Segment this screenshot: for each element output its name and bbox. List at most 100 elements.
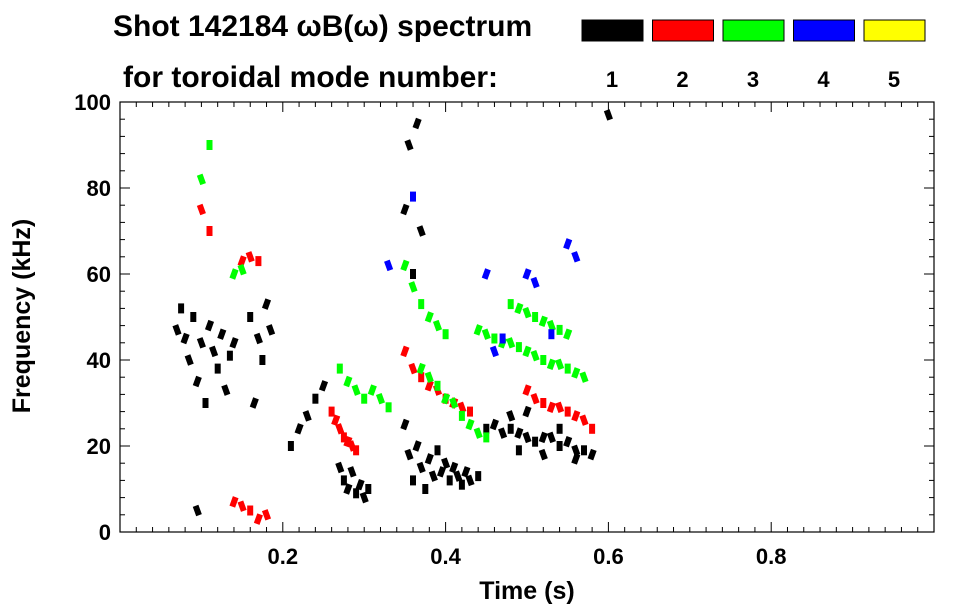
mode-3-point xyxy=(532,312,539,322)
mode-1-point xyxy=(465,474,475,487)
mode-1-point xyxy=(416,461,426,474)
mode-3-point xyxy=(424,371,434,383)
mode-2-point xyxy=(340,432,347,443)
mode-3-point xyxy=(564,363,571,374)
mode-3-point xyxy=(563,328,573,340)
mode-2-point xyxy=(331,414,341,426)
mode-1-point xyxy=(538,448,548,461)
mode-1-point xyxy=(400,203,410,216)
mode-1-point xyxy=(302,410,312,422)
mode-2-point xyxy=(418,372,425,383)
mode-2-point xyxy=(237,500,247,512)
legend-label-mode-2: 2 xyxy=(676,67,688,92)
mode-3-point xyxy=(434,380,441,391)
mode-3-point xyxy=(418,299,425,310)
mode-1-point xyxy=(587,448,597,461)
mode-2-point xyxy=(467,406,473,417)
y-tick-label: 60 xyxy=(87,262,111,287)
mode-3-point xyxy=(514,302,524,315)
mode-2-point xyxy=(589,423,596,434)
mode-1-point xyxy=(506,410,516,422)
mode-3-point xyxy=(237,263,247,276)
mode-1-point xyxy=(259,355,266,365)
mode-3-point xyxy=(579,371,589,383)
mode-3-point xyxy=(546,358,556,371)
y-tick-label: 40 xyxy=(87,348,111,373)
mode-4-point xyxy=(548,329,555,340)
mode-2-point xyxy=(328,406,335,417)
mode-1-point xyxy=(449,461,459,474)
mode-3-point xyxy=(458,410,465,421)
mode-1-point xyxy=(412,440,422,452)
mode-3-point xyxy=(481,328,491,340)
mode-1-point xyxy=(446,475,453,486)
y-axis-label: Frequency (kHz) xyxy=(8,219,36,413)
legend-swatch-mode-2 xyxy=(652,19,714,42)
mode-2-point xyxy=(253,513,263,525)
mode-1-point xyxy=(458,479,465,490)
mode-1-point xyxy=(249,397,259,409)
mode-3-point xyxy=(540,355,547,365)
mode-1-point xyxy=(515,445,522,456)
mode-1-point xyxy=(434,445,441,456)
mode-1-point xyxy=(571,453,581,465)
mode-3-point xyxy=(442,329,449,340)
mode-1-point xyxy=(172,324,182,336)
mode-1-point xyxy=(416,225,426,237)
title-line-1: Shot 142184 ωB(ω) spectrum xyxy=(113,10,532,43)
mode-4-point xyxy=(563,238,573,250)
mode-2-point xyxy=(237,255,247,267)
mode-4-point xyxy=(481,268,491,280)
mode-3-point xyxy=(465,418,475,431)
legend-swatch-mode-5 xyxy=(863,19,926,42)
mode-1-point xyxy=(190,312,197,322)
legend: 1 2 3 4 5 xyxy=(581,19,926,92)
mode-2-point xyxy=(247,505,254,516)
mode-1-point xyxy=(441,457,451,469)
mode-1-point xyxy=(287,441,294,451)
y-tick-label: 100 xyxy=(74,90,111,115)
x-tick-label: 0.6 xyxy=(593,544,624,569)
mode-2-point xyxy=(457,401,467,414)
mode-1-point xyxy=(507,423,514,434)
y-tick-label: 20 xyxy=(87,434,111,459)
mode-4-point xyxy=(571,251,581,263)
mode-3-point xyxy=(491,333,498,344)
legend-label-mode-1: 1 xyxy=(606,67,618,92)
mode-2-point xyxy=(245,251,255,263)
mode-2-point xyxy=(546,401,556,414)
mode-1-point xyxy=(556,441,563,451)
mode-3-point xyxy=(555,358,565,371)
mode-1-point xyxy=(318,380,329,392)
mode-3-point xyxy=(424,311,434,323)
mode-3-point xyxy=(196,173,206,186)
mode-2-point xyxy=(206,226,213,236)
mode-3-point xyxy=(351,384,361,396)
mode-1-point xyxy=(209,345,219,358)
mode-2-point xyxy=(229,496,239,508)
mode-1-point xyxy=(343,483,353,495)
mode-3-point xyxy=(556,324,563,335)
mode-4-point xyxy=(530,276,540,289)
mode-1-point xyxy=(556,423,563,434)
mode-1-point xyxy=(422,484,429,494)
mode-3-point xyxy=(473,324,483,336)
spectrum-data xyxy=(172,109,613,525)
mode-3-point xyxy=(530,349,540,362)
mode-4-point xyxy=(499,333,506,344)
mode-4-point xyxy=(384,259,394,272)
mode-2-point xyxy=(571,410,581,422)
mode-1-point xyxy=(581,445,587,456)
mode-3-point xyxy=(336,363,343,374)
mode-2-point xyxy=(522,384,532,396)
mode-1-point xyxy=(532,436,539,447)
mode-1-point xyxy=(359,491,369,504)
mode-1-point xyxy=(410,269,416,279)
mode-2-point xyxy=(400,345,410,358)
mode-1-point xyxy=(404,139,414,151)
legend-label-mode-3: 3 xyxy=(747,67,759,92)
mode-1-point xyxy=(571,444,581,457)
mode-3-point xyxy=(483,432,490,443)
chart-title: Shot 142184 ωB(ω) spectrum for toroidal … xyxy=(113,10,532,94)
mode-1-point xyxy=(192,504,202,517)
